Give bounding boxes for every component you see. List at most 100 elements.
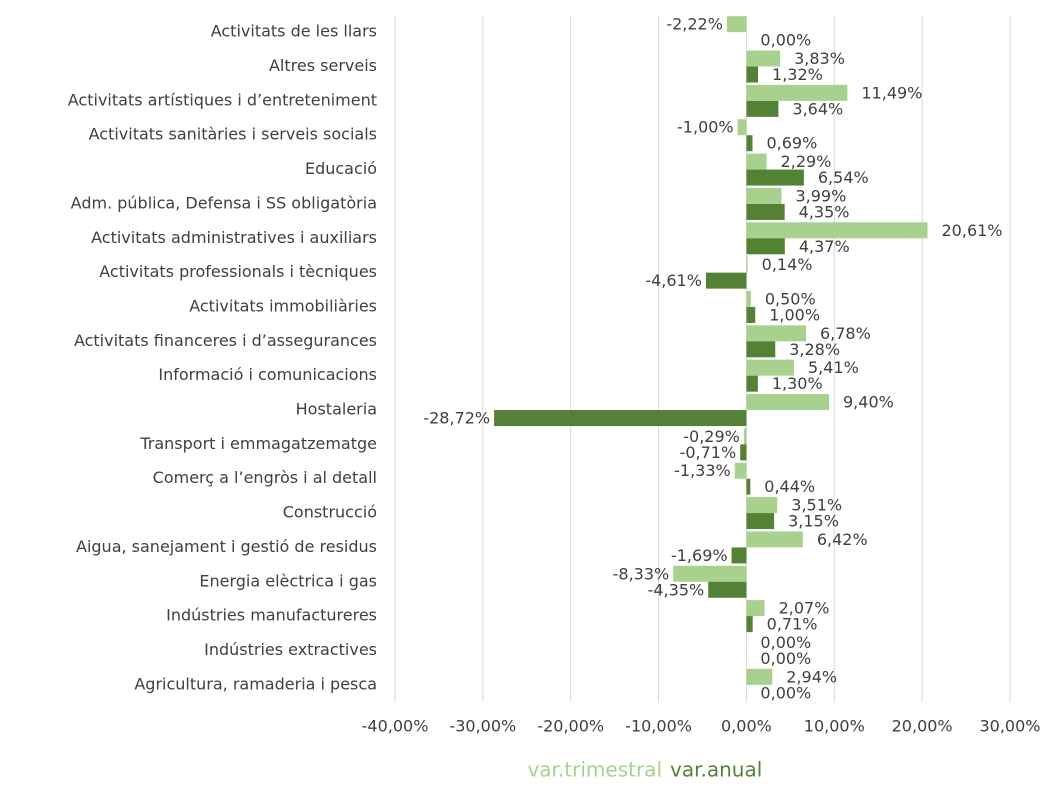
x-tick-label: -20,00% — [537, 717, 604, 736]
bar — [746, 600, 765, 617]
data-label: -1,33% — [674, 461, 731, 480]
x-tick-label: -40,00% — [362, 717, 429, 736]
bar — [746, 616, 753, 633]
data-label: -0,29% — [683, 427, 740, 446]
y-tick-label: Activitats financeres i d’assegurances — [74, 331, 377, 350]
bar — [746, 153, 767, 170]
data-label: 0,00% — [760, 633, 811, 652]
x-tick-label: -10,00% — [625, 717, 692, 736]
y-tick-label: Indústries manufactureres — [166, 606, 377, 625]
data-label: 1,32% — [772, 65, 823, 84]
x-tick-label: 10,00% — [804, 717, 865, 736]
data-label: 0,14% — [762, 255, 813, 274]
data-label: 5,41% — [808, 358, 859, 377]
y-tick-label: Activitats immobiliàries — [189, 296, 377, 315]
y-tick-label: Construcció — [283, 503, 377, 522]
data-label: 0,50% — [765, 289, 816, 308]
x-tick-label: 20,00% — [892, 717, 953, 736]
y-tick-label: Activitats artístiques i d’entreteniment — [68, 90, 377, 109]
bar — [746, 169, 804, 186]
data-label: 1,00% — [769, 305, 820, 324]
data-label: 3,15% — [788, 512, 839, 531]
data-label: 3,99% — [795, 186, 846, 205]
bar — [740, 444, 747, 461]
data-label: 0,71% — [767, 615, 818, 634]
bar — [746, 668, 773, 685]
bar — [746, 100, 779, 117]
y-tick-label: Informació i comunicacions — [158, 365, 377, 384]
bar — [746, 66, 759, 83]
y-tick-label: Comerç a l’engròs i al detall — [153, 468, 377, 487]
data-label: 3,64% — [792, 99, 843, 118]
y-tick-label: Indústries extractives — [204, 640, 377, 659]
data-label: -28,72% — [423, 409, 490, 428]
bar — [734, 462, 747, 479]
bar — [746, 359, 794, 376]
bar — [746, 478, 751, 495]
bar — [673, 565, 747, 582]
y-tick-label: Adm. pública, Defensa i SS obligatòria — [71, 193, 377, 212]
legend-entry: var.trimestral — [527, 758, 662, 782]
data-label: 0,44% — [764, 477, 815, 496]
bar — [726, 16, 747, 33]
data-label: 0,00% — [760, 649, 811, 668]
data-label: 0,00% — [760, 31, 811, 50]
x-tick-label: 30,00% — [979, 717, 1040, 736]
data-label: 6,78% — [820, 324, 871, 343]
data-label: -0,71% — [680, 443, 737, 462]
bar — [737, 119, 747, 136]
bar — [746, 222, 928, 239]
data-label: -1,69% — [671, 546, 728, 565]
bar — [731, 547, 747, 564]
data-label: 0,69% — [766, 134, 817, 153]
y-tick-label: Aigua, sanejament i gestió de residus — [76, 537, 377, 556]
y-tick-label: Hostaleria — [296, 400, 377, 419]
bar — [746, 256, 748, 273]
data-label: 20,61% — [942, 221, 1003, 240]
bar — [708, 581, 747, 598]
data-label: -4,61% — [645, 271, 702, 290]
bar — [746, 375, 758, 392]
bar — [746, 187, 782, 204]
data-label: 11,49% — [861, 83, 922, 102]
data-label: 9,40% — [843, 393, 894, 412]
data-label: 3,28% — [789, 340, 840, 359]
y-tick-label: Activitats administratives i auxiliars — [91, 228, 377, 247]
legend-entry: var.anual — [670, 758, 762, 782]
bar — [746, 394, 830, 411]
bar — [746, 290, 751, 307]
y-tick-label: Activitats professionals i tècniques — [99, 262, 377, 281]
data-label: 6,42% — [817, 530, 868, 549]
bar — [746, 135, 753, 152]
y-tick-label: Transport i emmagatzematge — [139, 434, 377, 453]
bar — [743, 428, 747, 445]
data-label: 0,00% — [760, 683, 811, 702]
bar — [746, 325, 806, 342]
data-label: 3,83% — [794, 49, 845, 68]
bar — [746, 238, 785, 255]
bar — [746, 50, 781, 67]
bar — [494, 410, 747, 427]
data-label: -4,35% — [648, 580, 705, 599]
bar — [746, 341, 776, 358]
data-label: 1,30% — [772, 374, 823, 393]
data-label: 4,37% — [799, 237, 850, 256]
data-label: 3,51% — [791, 496, 842, 515]
bar — [746, 531, 803, 548]
bar — [746, 203, 785, 220]
x-tick-label: -30,00% — [449, 717, 516, 736]
y-tick-label: Educació — [305, 159, 377, 178]
bar — [746, 84, 848, 101]
y-tick-label: Activitats de les llars — [211, 22, 377, 41]
bar — [746, 513, 775, 530]
data-label: -8,33% — [613, 564, 670, 583]
bar — [746, 306, 756, 323]
x-tick-label: 0,00% — [721, 717, 772, 736]
y-tick-label: Altres serveis — [269, 56, 377, 75]
bar — [746, 497, 778, 514]
data-label: -2,22% — [666, 15, 723, 34]
data-label: 6,54% — [818, 168, 869, 187]
bar — [705, 272, 747, 289]
y-tick-label: Energia elèctrica i gas — [199, 571, 377, 590]
